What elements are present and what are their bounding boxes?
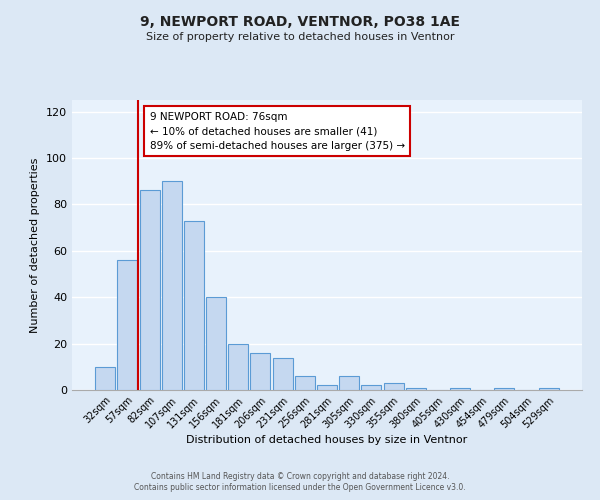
Bar (184, 220, 204, 390)
Text: Size of property relative to detached houses in Ventnor: Size of property relative to detached ho… (146, 32, 454, 42)
Bar (539, 388, 559, 390)
Bar (272, 358, 293, 390)
Bar (339, 376, 359, 390)
Bar (206, 297, 226, 390)
Bar (140, 190, 160, 390)
Text: 9 NEWPORT ROAD: 76sqm
← 10% of detached houses are smaller (41)
89% of semi-deta: 9 NEWPORT ROAD: 76sqm ← 10% of detached … (149, 112, 404, 151)
Bar (383, 383, 404, 390)
Y-axis label: Number of detached properties: Number of detached properties (31, 158, 40, 332)
Bar (162, 181, 182, 390)
Text: Contains public sector information licensed under the Open Government Licence v3: Contains public sector information licen… (134, 484, 466, 492)
Bar (95, 367, 115, 390)
Bar (250, 353, 271, 390)
X-axis label: Distribution of detached houses by size in Ventnor: Distribution of detached houses by size … (187, 436, 467, 446)
Bar (406, 388, 426, 390)
Bar (295, 376, 315, 390)
Text: Contains HM Land Registry data © Crown copyright and database right 2024.: Contains HM Land Registry data © Crown c… (151, 472, 449, 481)
Bar (118, 260, 137, 390)
Bar (228, 344, 248, 390)
Bar (494, 388, 514, 390)
Bar (317, 386, 337, 390)
Bar (361, 386, 382, 390)
Text: 9, NEWPORT ROAD, VENTNOR, PO38 1AE: 9, NEWPORT ROAD, VENTNOR, PO38 1AE (140, 15, 460, 29)
Bar (450, 388, 470, 390)
